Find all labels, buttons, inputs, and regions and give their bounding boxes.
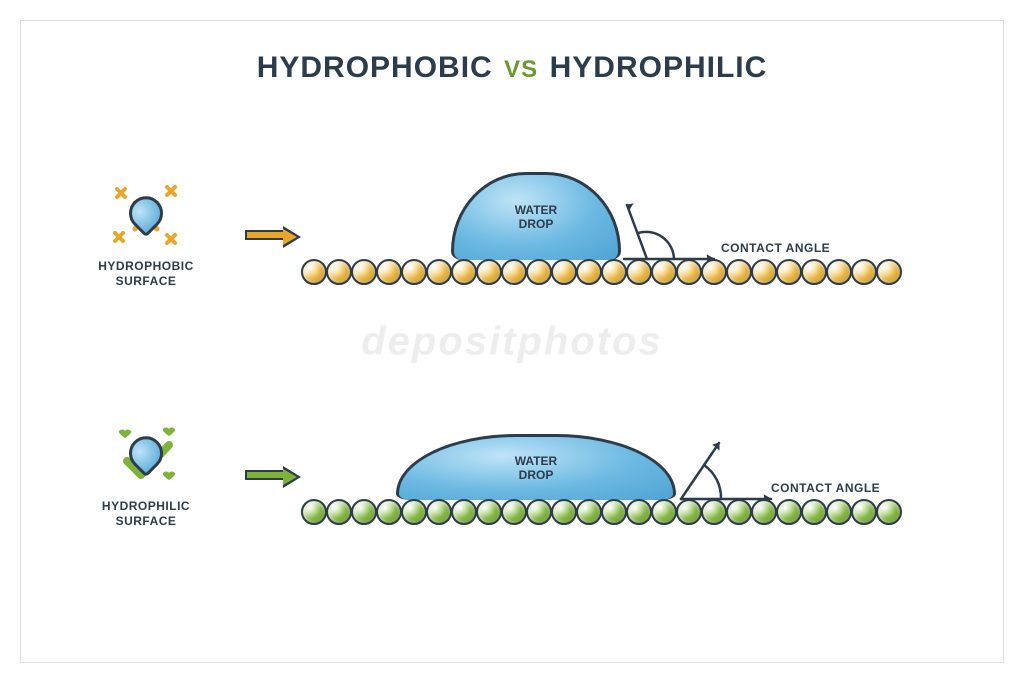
surface-ball — [476, 499, 502, 525]
surface-ball — [776, 499, 802, 525]
surface-ball — [726, 259, 752, 285]
surface-ball — [676, 259, 702, 285]
surface-ball — [426, 259, 452, 285]
contact-angle-indicator — [619, 193, 719, 263]
surface-ball — [401, 259, 427, 285]
surface-ball — [526, 259, 552, 285]
water-drop: WATER DROP — [396, 434, 676, 500]
surface-ball — [351, 259, 377, 285]
hydrophilic-section: HYDROPHILIC SURFACE WATER DROP — [61, 375, 963, 575]
surface-ball — [651, 499, 677, 525]
surface-ball — [801, 259, 827, 285]
surface-ball — [301, 259, 327, 285]
surface-ball — [676, 499, 702, 525]
surface-ball — [851, 259, 877, 285]
surface-ball — [376, 499, 402, 525]
surface-ball — [826, 259, 852, 285]
surface-ball — [501, 259, 527, 285]
surface-ball — [301, 499, 327, 525]
hydrophilic-surface-label: HYDROPHILIC SURFACE — [102, 499, 190, 529]
surface-balls-row — [301, 259, 963, 285]
surface-ball — [801, 499, 827, 525]
surface-ball — [526, 499, 552, 525]
surface-ball — [626, 499, 652, 525]
surface-ball — [701, 259, 727, 285]
contact-angle-label: CONTACT ANGLE — [771, 481, 880, 495]
surface-ball — [751, 499, 777, 525]
hydrophilic-diagram: WATER DROP CONTACT ANGLE — [301, 385, 963, 565]
arrow-icon — [231, 470, 301, 480]
surface-ball — [326, 259, 352, 285]
surface-ball — [376, 259, 402, 285]
surface-ball — [551, 499, 577, 525]
surface-ball — [776, 259, 802, 285]
title-word-hydrophobic: HYDROPHOBIC — [257, 51, 493, 84]
surface-ball — [726, 499, 752, 525]
surface-ball — [451, 499, 477, 525]
surface-ball — [876, 499, 902, 525]
contact-angle-label: CONTACT ANGLE — [721, 241, 830, 255]
title-word-vs: VS — [504, 56, 538, 83]
surface-ball — [851, 499, 877, 525]
hydrophobic-surface-label: HYDROPHOBIC SURFACE — [98, 259, 194, 289]
surface-ball — [876, 259, 902, 285]
arrow-icon — [231, 230, 301, 240]
surface-ball — [576, 499, 602, 525]
contact-angle-indicator — [679, 433, 779, 503]
surface-ball — [651, 259, 677, 285]
page-title: HYDROPHOBIC VS HYDROPHILIC — [61, 51, 963, 85]
surface-ball — [501, 499, 527, 525]
surface-ball — [826, 499, 852, 525]
hydrophilic-icon — [111, 421, 181, 491]
surface-ball — [601, 259, 627, 285]
title-word-hydrophilic: HYDROPHILIC — [550, 51, 768, 84]
surface-ball — [351, 499, 377, 525]
surface-ball — [401, 499, 427, 525]
surface-ball — [576, 259, 602, 285]
water-drop: WATER DROP — [451, 172, 621, 260]
surface-ball — [476, 259, 502, 285]
hydrophobic-icon — [111, 181, 181, 251]
surface-ball — [626, 259, 652, 285]
surface-ball — [551, 259, 577, 285]
hydrophobic-diagram: WATER DROP CONTACT ANGLE — [301, 145, 963, 325]
hydrophobic-section: HYDROPHOBIC SURFACE WATER DROP — [61, 135, 963, 335]
surface-ball — [601, 499, 627, 525]
surface-balls-row — [301, 499, 963, 525]
surface-ball — [701, 499, 727, 525]
surface-ball — [326, 499, 352, 525]
surface-ball — [451, 259, 477, 285]
surface-ball — [751, 259, 777, 285]
surface-ball — [426, 499, 452, 525]
